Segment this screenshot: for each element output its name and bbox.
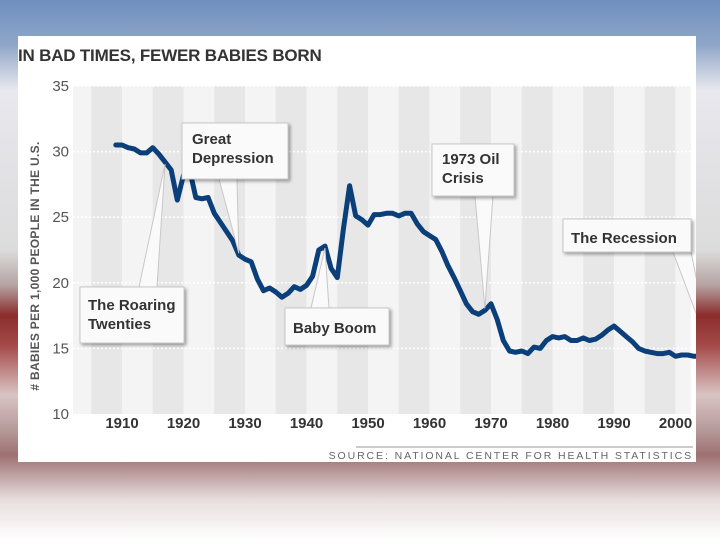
- x-tick-label: 2000: [659, 415, 692, 432]
- chart-panel: IN BAD TIMES, FEWER BABIES BORN # BABIES…: [18, 36, 696, 462]
- x-tick-label: 1930: [228, 415, 261, 432]
- x-tick-label: 1950: [351, 415, 384, 432]
- annotation-text: 1973 Oil: [442, 151, 500, 168]
- annotation-text: Great: [192, 131, 231, 148]
- decade-band: [73, 86, 92, 414]
- annotation-callout: The Roaring Twenties: [79, 163, 185, 344]
- decade-band: [491, 86, 522, 414]
- x-tick-label: 1990: [597, 415, 630, 432]
- annotation-callout: The Recession: [562, 218, 696, 315]
- annotation-box: [79, 286, 185, 344]
- birth-rate-chart: IN BAD TIMES, FEWER BABIES BORN # BABIES…: [18, 46, 696, 462]
- x-tick-labels: 1910 1920 1930 1940 1950 1960 1970 1980 1990 2000: [105, 415, 692, 432]
- x-tick-label: 1960: [413, 415, 446, 432]
- annotation-callout: Baby Boom: [284, 247, 390, 346]
- x-tick-label: 1980: [536, 415, 569, 432]
- y-tick-label: 15: [52, 340, 69, 357]
- x-tick-label: 1910: [105, 415, 138, 432]
- annotation-box: [562, 218, 692, 253]
- annotation-box: [431, 143, 515, 197]
- annotation-text: Baby Boom: [293, 320, 376, 337]
- y-tick-label: 30: [52, 144, 69, 161]
- decade-bands: [73, 86, 691, 414]
- annotation-text: The Roaring: [88, 297, 176, 314]
- annotations: Great Depression 1973 Oil Crisis The Recessi…: [79, 122, 696, 346]
- annotation-callout: Great Depression: [181, 122, 289, 254]
- chart-title: IN BAD TIMES, FEWER BABIES BORN: [18, 46, 322, 65]
- x-tick-label: 1970: [474, 415, 507, 432]
- y-tick-label: 25: [52, 209, 69, 226]
- source-text: SOURCE: NATIONAL CENTER FOR HEALTH STATI…: [329, 450, 693, 462]
- annotation-callout: 1973 Oil Crisis: [431, 143, 515, 309]
- birth-rate-line: [113, 142, 696, 359]
- gridlines: [73, 85, 691, 350]
- decade-band: [368, 86, 399, 414]
- y-tick-label: 20: [52, 275, 69, 292]
- x-tick-label: 1940: [290, 415, 323, 432]
- annotation-box: [181, 122, 289, 180]
- y-tick-label: 35: [52, 78, 69, 95]
- y-tick-labels: 10 15 20 25 30 35: [52, 78, 69, 423]
- y-tick-label: 10: [52, 406, 69, 423]
- annotation-box: [284, 307, 390, 346]
- x-tick-label: 1920: [167, 415, 200, 432]
- annotation-text: Crisis: [442, 170, 484, 187]
- annotation-text: Twenties: [88, 316, 151, 333]
- annotation-text: Depression: [192, 150, 274, 167]
- decade-band: [429, 86, 461, 414]
- y-axis-label: # BABIES PER 1,000 PEOPLE IN THE U.S.: [28, 141, 42, 390]
- annotation-text: The Recession: [571, 230, 677, 247]
